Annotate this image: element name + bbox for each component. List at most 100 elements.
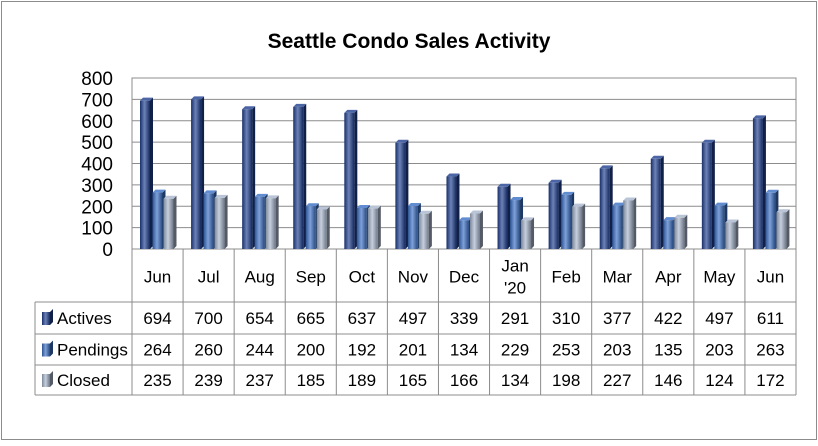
table-cell-actives: 665 bbox=[297, 309, 325, 328]
x-tick-label: Aug bbox=[245, 268, 275, 287]
bar-actives bbox=[752, 115, 766, 250]
x-tick-label: Nov bbox=[398, 268, 429, 287]
bar-closed bbox=[572, 203, 586, 249]
table-cell-pendings: 264 bbox=[143, 341, 171, 360]
table-cell-pendings: 203 bbox=[603, 341, 631, 360]
bar-actives bbox=[191, 96, 205, 249]
x-tick-label: Apr bbox=[655, 268, 682, 287]
legend-key-closed bbox=[42, 371, 53, 387]
legend-label-closed: Closed bbox=[57, 371, 110, 390]
x-tick-label: May bbox=[703, 268, 736, 287]
table-cell-pendings: 260 bbox=[194, 341, 222, 360]
bar-actives bbox=[344, 109, 358, 249]
x-tick-label: Mar bbox=[603, 268, 633, 287]
bar-closed bbox=[623, 197, 637, 249]
x-tick-label: '20 bbox=[504, 279, 526, 298]
bar-actives bbox=[293, 103, 307, 249]
table-cell-actives: 497 bbox=[705, 309, 733, 328]
y-tick-label: 500 bbox=[81, 133, 113, 154]
x-tick-label: Oct bbox=[349, 268, 376, 287]
table-cell-closed: 198 bbox=[552, 371, 580, 390]
x-tick-label: Feb bbox=[552, 268, 581, 287]
table-cell-actives: 291 bbox=[501, 309, 529, 328]
y-tick-label: 200 bbox=[81, 197, 113, 218]
bar-actives bbox=[242, 106, 256, 250]
bar-actives bbox=[140, 97, 153, 249]
table-cell-pendings: 244 bbox=[246, 341, 274, 360]
table-cell-closed: 124 bbox=[705, 371, 733, 390]
x-tick-label: Dec bbox=[449, 268, 480, 287]
bar-closed bbox=[521, 217, 535, 249]
x-tick-label: Jul bbox=[198, 268, 220, 287]
bar-closed bbox=[418, 210, 432, 249]
bar-actives bbox=[599, 165, 613, 249]
table-cell-pendings: 203 bbox=[705, 341, 733, 360]
bar-actives bbox=[446, 173, 460, 249]
bar-actives bbox=[701, 139, 715, 249]
table-cell-closed: 166 bbox=[450, 371, 478, 390]
y-tick-label: 400 bbox=[81, 155, 113, 176]
table-cell-pendings: 201 bbox=[399, 341, 427, 360]
table-cell-actives: 700 bbox=[194, 309, 222, 328]
table-cell-pendings: 134 bbox=[450, 341, 478, 360]
table-cell-pendings: 263 bbox=[756, 341, 784, 360]
bars bbox=[140, 96, 790, 250]
table-cell-actives: 694 bbox=[143, 309, 171, 328]
table-cell-pendings: 229 bbox=[501, 341, 529, 360]
table-cell-closed: 237 bbox=[246, 371, 274, 390]
table-cell-actives: 422 bbox=[654, 309, 682, 328]
bar-closed bbox=[469, 210, 483, 249]
y-tick-label: 700 bbox=[81, 90, 113, 111]
table-cell-actives: 497 bbox=[399, 309, 427, 328]
table-cell-closed: 239 bbox=[194, 371, 222, 390]
bar-actives bbox=[395, 139, 409, 249]
bar-closed bbox=[265, 195, 279, 249]
table-cell-actives: 377 bbox=[603, 309, 631, 328]
legend-label-actives: Actives bbox=[57, 309, 112, 328]
table-cell-pendings: 253 bbox=[552, 341, 580, 360]
bar-closed bbox=[776, 209, 790, 249]
table-cell-closed: 134 bbox=[501, 371, 529, 390]
table-cell-pendings: 135 bbox=[654, 341, 682, 360]
table-cell-actives: 654 bbox=[246, 309, 274, 328]
table-cell-closed: 227 bbox=[603, 371, 631, 390]
table-cell-closed: 172 bbox=[756, 371, 784, 390]
y-tick-label: 800 bbox=[81, 69, 113, 90]
bar-closed bbox=[214, 194, 228, 249]
x-tick-label: Sep bbox=[296, 268, 326, 287]
y-tick-label: 100 bbox=[81, 219, 113, 240]
table-cell-actives: 339 bbox=[450, 309, 478, 328]
table-cell-closed: 235 bbox=[143, 371, 171, 390]
y-tick-label: 600 bbox=[81, 112, 113, 133]
bar-closed bbox=[163, 195, 177, 249]
legend-label-pendings: Pendings bbox=[57, 341, 128, 360]
table-cell-pendings: 192 bbox=[348, 341, 376, 360]
bar-closed bbox=[367, 205, 381, 249]
bar-actives bbox=[497, 183, 511, 249]
y-tick-label: 0 bbox=[102, 240, 113, 261]
table-cell-closed: 165 bbox=[399, 371, 427, 390]
x-tick-label: Jun bbox=[144, 268, 171, 287]
legend-key-actives bbox=[42, 309, 53, 325]
y-tick-label: 300 bbox=[81, 176, 113, 197]
table-cell-closed: 189 bbox=[348, 371, 376, 390]
table-cell-actives: 611 bbox=[757, 309, 784, 328]
bar-closed bbox=[725, 219, 739, 249]
table-cell-closed: 185 bbox=[297, 371, 325, 390]
bar-closed bbox=[316, 206, 330, 249]
x-tick-label: Jan bbox=[501, 257, 528, 276]
table-cell-closed: 146 bbox=[654, 371, 682, 390]
table-cell-actives: 637 bbox=[348, 309, 376, 328]
data-table: Jun Jul Aug Sep Oct Nov Dec Jan '20 Feb Mar Apr May J… bbox=[34, 249, 797, 396]
table-cell-pendings: 200 bbox=[297, 341, 325, 360]
legend-key-pendings bbox=[42, 340, 53, 357]
chart-title: Seattle Condo Sales Activity bbox=[268, 30, 551, 53]
table-cell-actives: 310 bbox=[552, 309, 580, 328]
bar-closed bbox=[674, 214, 688, 249]
x-tick-label: Jun bbox=[757, 268, 784, 287]
bar-actives bbox=[548, 179, 562, 249]
bar-actives bbox=[650, 155, 664, 249]
